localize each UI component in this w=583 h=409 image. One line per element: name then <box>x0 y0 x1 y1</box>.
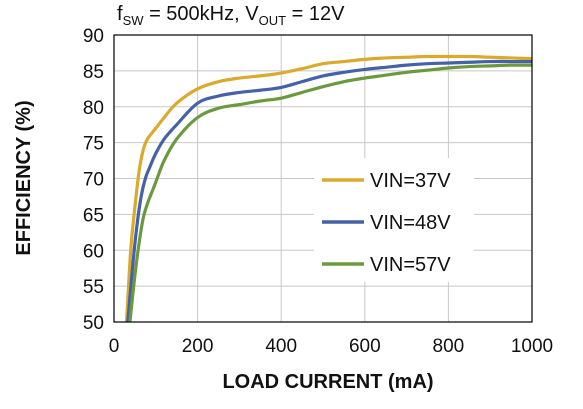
plot-frame <box>113 34 533 323</box>
y-tick-label: 55 <box>83 277 104 298</box>
x-tick-label: 1000 <box>511 336 553 357</box>
y-tick-label: 60 <box>83 241 104 262</box>
series-line-vin-57v <box>128 63 533 323</box>
title-f-value: = 500kHz, V <box>144 3 260 25</box>
x-tick-label: 400 <box>265 336 297 357</box>
title-v-value: = 12V <box>286 3 345 25</box>
y-tick-label: 50 <box>83 313 104 334</box>
legend-label-vin-37v: VIN=37V <box>370 170 451 192</box>
x-tick-label: 600 <box>349 336 381 357</box>
y-tick-label: 90 <box>83 26 104 47</box>
legend-label-vin-57v: VIN=57V <box>370 254 451 276</box>
x-tick-label: 800 <box>433 336 465 357</box>
series-line-vin-48v <box>126 59 532 323</box>
series-line-vin-37v <box>124 54 533 323</box>
legend: VIN=37V VIN=48V VIN=57V <box>314 158 474 282</box>
series-lines <box>124 54 533 323</box>
chart-title: fSW = 500kHz, VOUT = 12V <box>117 3 345 28</box>
title-v-subscript: OUT <box>259 13 287 28</box>
tick-labels: 50 55 60 65 70 75 80 85 90 0 200 400 600 800 1000 <box>83 26 553 357</box>
title-f-subscript: SW <box>123 13 145 28</box>
legend-label-vin-48v: VIN=48V <box>370 212 451 234</box>
y-axis-title: EFFICIENCY (%) <box>13 100 35 255</box>
y-tick-label: 75 <box>83 134 104 155</box>
x-axis-title: LOAD CURRENT (mA) <box>222 371 433 393</box>
title-f: f <box>117 3 123 25</box>
y-tick-label: 70 <box>83 170 104 191</box>
y-tick-label: 85 <box>83 62 104 83</box>
y-tick-label: 65 <box>83 205 104 226</box>
x-tick-label: 0 <box>109 336 120 357</box>
y-tick-label: 80 <box>83 98 104 119</box>
x-tick-label: 200 <box>182 336 214 357</box>
